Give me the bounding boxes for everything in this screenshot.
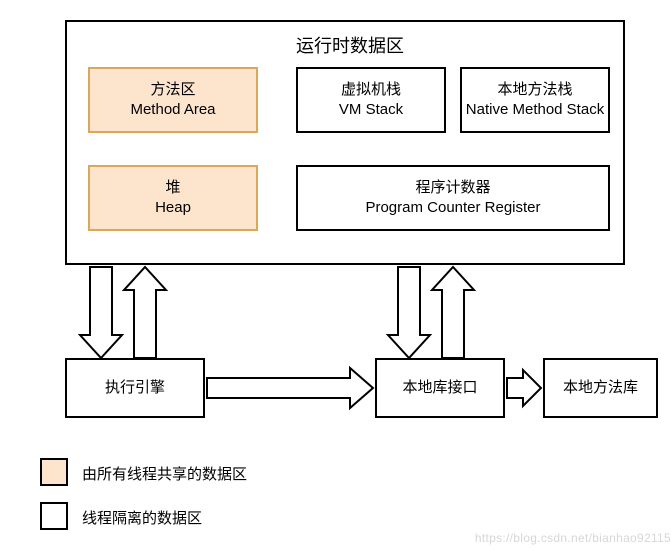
native-libs-box: 本地方法库 bbox=[543, 358, 658, 418]
heap-en: Heap bbox=[155, 198, 191, 218]
arrow-runtime-to-exec-down bbox=[80, 267, 122, 358]
runtime-title: 运行时数据区 bbox=[275, 32, 425, 58]
vm-stack-en: VM Stack bbox=[339, 100, 403, 120]
exec-engine-label: 执行引擎 bbox=[105, 378, 165, 398]
pc-register-en: Program Counter Register bbox=[365, 198, 540, 218]
arrow-exec-to-iface-right bbox=[207, 368, 373, 408]
heap-zh: 堆 bbox=[165, 178, 180, 198]
native-stack-box: 本地方法栈 Native Method Stack bbox=[460, 67, 610, 133]
arrow-iface-to-libs-right bbox=[507, 370, 541, 406]
arrow-iface-to-runtime-up bbox=[432, 267, 474, 358]
legend-private-label: 线程隔离的数据区 bbox=[82, 507, 202, 528]
method-area-zh: 方法区 bbox=[150, 80, 195, 100]
native-stack-zh: 本地方法栈 bbox=[497, 80, 572, 100]
method-area-en: Method Area bbox=[130, 100, 215, 120]
vm-stack-zh: 虚拟机栈 bbox=[341, 80, 401, 100]
vm-stack-box: 虚拟机栈 VM Stack bbox=[296, 67, 446, 133]
exec-engine-box: 执行引擎 bbox=[65, 358, 205, 418]
arrow-runtime-to-iface-down bbox=[388, 267, 430, 358]
method-area-box: 方法区 Method Area bbox=[88, 67, 258, 133]
legend-shared-swatch bbox=[40, 458, 68, 486]
legend-shared-label: 由所有线程共享的数据区 bbox=[82, 463, 247, 484]
native-libs-label: 本地方法库 bbox=[563, 378, 638, 398]
legend-private-swatch bbox=[40, 502, 68, 530]
watermark-text: https://blog.csdn.net/bianhao92115 bbox=[475, 531, 671, 545]
pc-register-box: 程序计数器 Program Counter Register bbox=[296, 165, 610, 231]
arrow-exec-to-runtime-up bbox=[124, 267, 166, 358]
heap-box: 堆 Heap bbox=[88, 165, 258, 231]
pc-register-zh: 程序计数器 bbox=[415, 178, 490, 198]
native-interface-box: 本地库接口 bbox=[375, 358, 505, 418]
native-interface-label: 本地库接口 bbox=[402, 378, 477, 398]
native-stack-en: Native Method Stack bbox=[466, 100, 604, 120]
